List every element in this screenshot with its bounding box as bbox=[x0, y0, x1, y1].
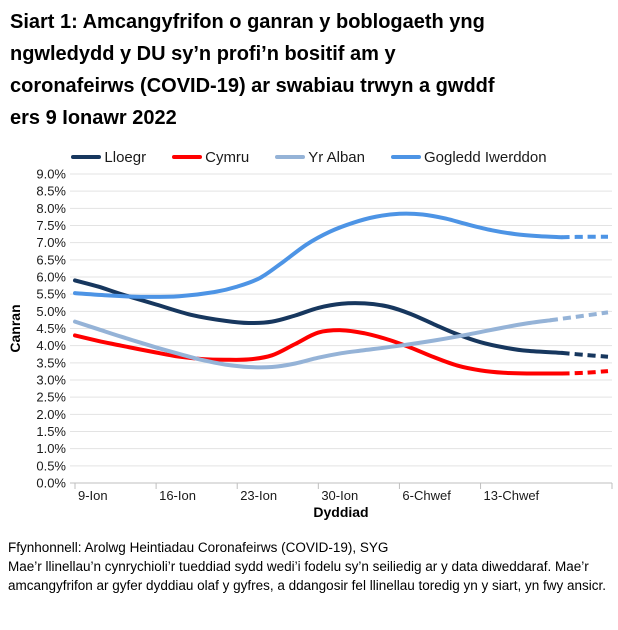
series-line-yr-alban bbox=[73, 318, 553, 370]
chart-title: Siart 1: Amcangyfrifon o ganran y boblog… bbox=[10, 6, 610, 134]
y-tick-label: 2.5% bbox=[36, 390, 66, 405]
y-tick-label: 1.0% bbox=[36, 441, 66, 456]
legend-swatch-cymru bbox=[172, 155, 203, 159]
line-chart: 0.0% 0.5% 1.0% 1.5% 2.0% 2.5% 3.0% 3.5% 4.0% 4.5%… bbox=[7, 167, 613, 520]
y-tick-label: 6.0% bbox=[36, 270, 66, 285]
y-tick-label: 5.0% bbox=[36, 304, 66, 319]
series-line-dashed-lloegr bbox=[561, 350, 609, 359]
y-axis-title: Canran bbox=[7, 304, 23, 352]
series-line-dashed-cymru bbox=[561, 369, 609, 376]
series-line-dashed-yr-alban bbox=[549, 310, 609, 323]
x-tick-label: 13-Chwef bbox=[484, 488, 540, 503]
source-line: Ffynhonnell: Arolwg Heintiadau Coronafei… bbox=[8, 540, 389, 555]
y-tick-label: 8.5% bbox=[36, 184, 66, 199]
series-line-gogledd-iwerddon bbox=[73, 211, 564, 299]
y-tick-label: 6.5% bbox=[36, 252, 66, 267]
x-tick-label: 30-Ion bbox=[321, 488, 358, 503]
y-tick-label: 8.0% bbox=[36, 201, 66, 216]
chart-title-line: ers 9 Ionawr 2022 bbox=[10, 107, 177, 129]
y-tick-label: 4.0% bbox=[36, 338, 66, 353]
legend-label: Yr Alban bbox=[308, 148, 365, 166]
legend-label: Lloegr bbox=[104, 148, 147, 166]
legend-label: Gogledd Iwerddon bbox=[424, 148, 547, 166]
y-tick-label: 0.5% bbox=[36, 458, 66, 473]
series-line-cymru bbox=[73, 328, 564, 376]
legend-item-cymru: Cymru bbox=[172, 149, 249, 166]
legend-item-gogledd-iwerddon: Gogledd Iwerddon bbox=[391, 149, 547, 166]
legend-swatch-yr-alban bbox=[275, 155, 306, 159]
legend: Lloegr Cymru Yr Alban Gogledd Iwerddon bbox=[0, 146, 618, 168]
chart-title-line: coronafeirws (COVID-19) ar swabiau trwyn… bbox=[10, 75, 495, 97]
series-line-lloegr bbox=[73, 278, 564, 355]
y-tick-label: 7.0% bbox=[36, 235, 66, 250]
chart-title-line: ngwledydd y DU sy’n profi’n bositif am y bbox=[10, 43, 396, 65]
y-tick-label: 5.5% bbox=[36, 287, 66, 302]
y-tick-label: 2.0% bbox=[36, 407, 66, 422]
legend-item-lloegr: Lloegr bbox=[71, 149, 146, 166]
footer: Ffynhonnell: Arolwg Heintiadau Coronafei… bbox=[8, 539, 610, 596]
x-tick-label: 6-Chwef bbox=[402, 488, 451, 503]
x-tick-label: 16-Ion bbox=[159, 488, 196, 503]
legend-item-yr-alban: Yr Alban bbox=[275, 149, 365, 166]
y-tick-label: 1.5% bbox=[36, 424, 66, 439]
x-tick-label: 23-Ion bbox=[240, 488, 277, 503]
x-tick-label: 9-Ion bbox=[78, 488, 108, 503]
legend-swatch-gogledd-iwerddon bbox=[391, 155, 421, 159]
methodology-note: Mae’r llinellau’n cynrychioli’r tueddiad… bbox=[8, 558, 607, 593]
y-tick-label: 7.5% bbox=[36, 218, 66, 233]
y-tick-label: 4.5% bbox=[36, 321, 66, 336]
y-tick-label: 3.0% bbox=[36, 373, 66, 388]
y-tick-label: 3.5% bbox=[36, 355, 66, 370]
legend-label: Cymru bbox=[205, 148, 250, 166]
x-axis-title: Dyddiad bbox=[313, 504, 368, 520]
y-tick-label: 0.0% bbox=[36, 476, 66, 491]
chart-title-line: Siart 1: Amcangyfrifon o ganran y boblog… bbox=[10, 11, 485, 33]
legend-swatch-lloegr bbox=[71, 155, 102, 159]
y-tick-label: 9.0% bbox=[36, 167, 66, 182]
